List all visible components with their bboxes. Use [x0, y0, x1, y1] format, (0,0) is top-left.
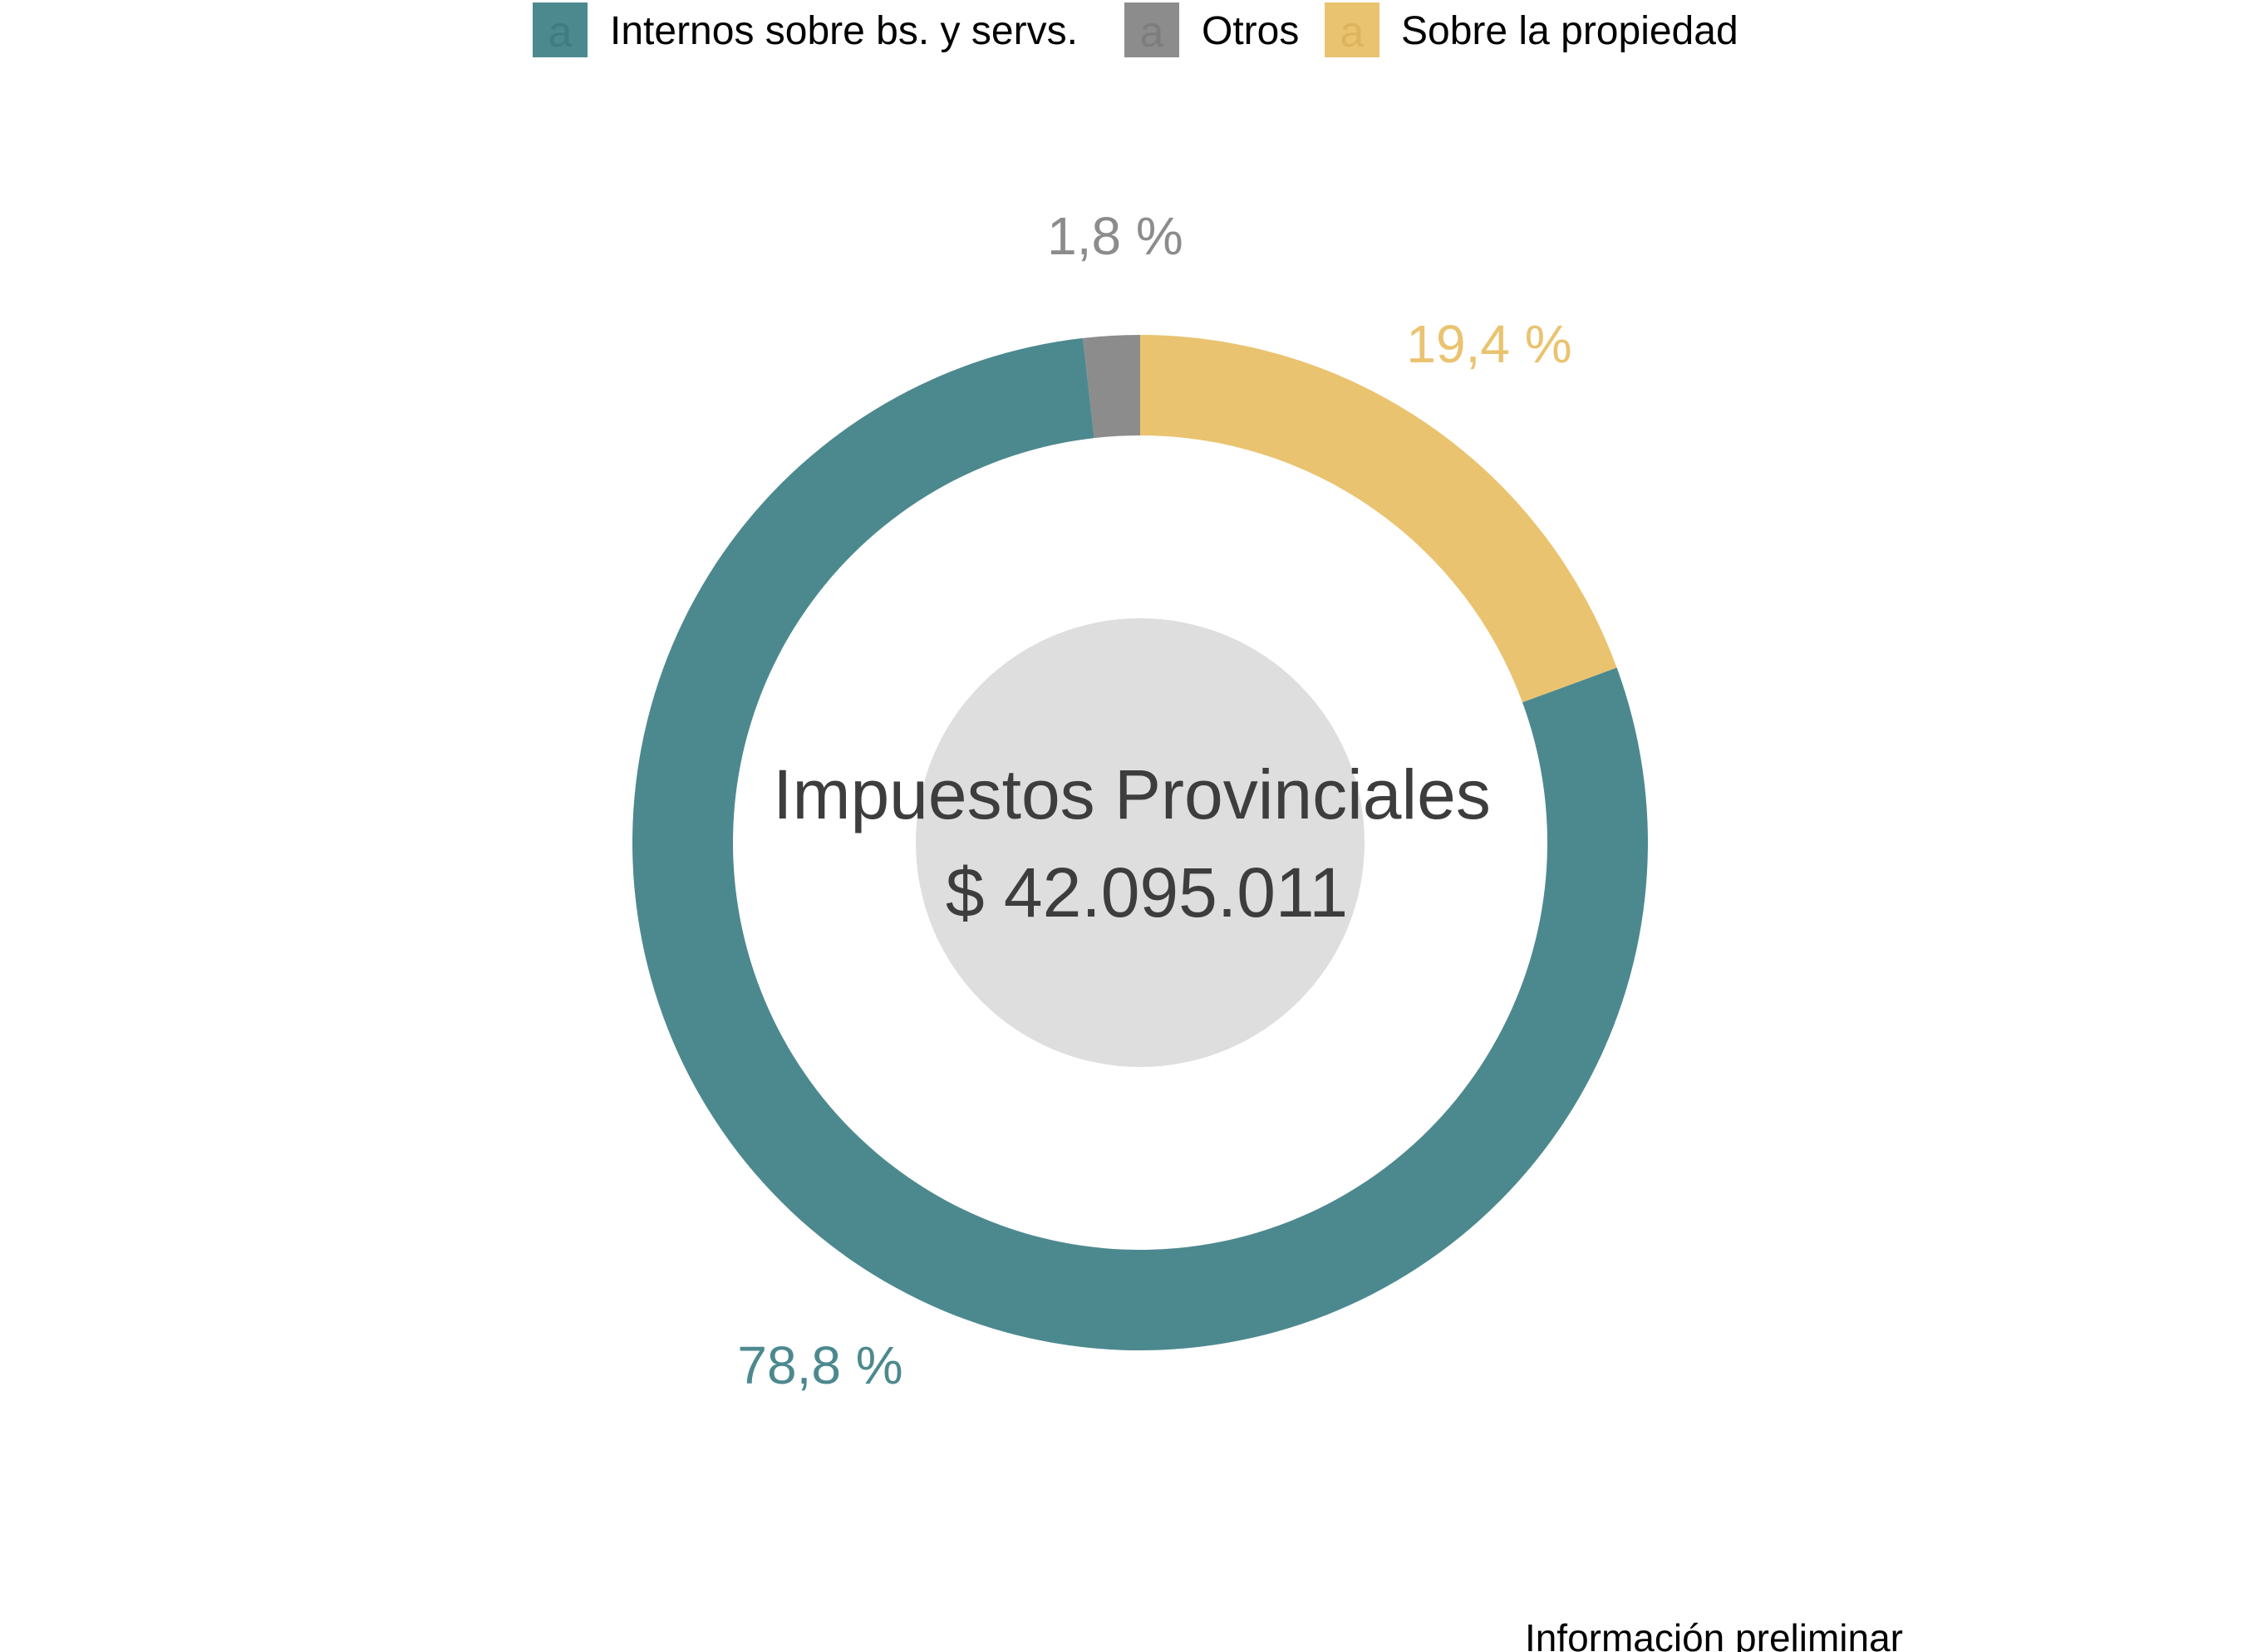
- legend-label-propiedad: Sobre la propiedad: [1401, 9, 1738, 53]
- center-title: Impuestos Provinciales: [773, 755, 1491, 833]
- center-disc: [916, 618, 1365, 1067]
- legend-swatch-glyph-otros: a: [1140, 8, 1164, 57]
- legend-swatch-glyph-propiedad: a: [1340, 8, 1365, 57]
- legend-item-internos: a Internos sobre bs. y servs.: [533, 2, 1078, 57]
- legend-item-otros: a Otros: [1124, 2, 1299, 57]
- legend-swatch-internos: [533, 2, 588, 57]
- data-label-internos: 78,8 %: [737, 1335, 902, 1395]
- slice-propiedad: [1140, 335, 1617, 703]
- center-value: $ 42.095.011: [946, 853, 1348, 932]
- legend-item-propiedad: a Sobre la propiedad: [1325, 2, 1738, 57]
- data-label-otros: 1,8 %: [1047, 206, 1183, 266]
- legend: a Internos sobre bs. y servs. a Otros a …: [533, 2, 1738, 57]
- data-label-propiedad: 19,4 %: [1406, 314, 1571, 374]
- legend-swatch-otros: [1124, 2, 1179, 57]
- donut-ring: [632, 335, 1649, 1350]
- legend-label-internos: Internos sobre bs. y servs.: [610, 9, 1078, 53]
- legend-label-otros: Otros: [1202, 9, 1299, 53]
- legend-swatch-propiedad: [1325, 2, 1379, 57]
- legend-swatch-glyph-internos: a: [548, 8, 573, 57]
- slice-otros: [1083, 335, 1140, 439]
- caption: Información preliminar: [1525, 1616, 1903, 1652]
